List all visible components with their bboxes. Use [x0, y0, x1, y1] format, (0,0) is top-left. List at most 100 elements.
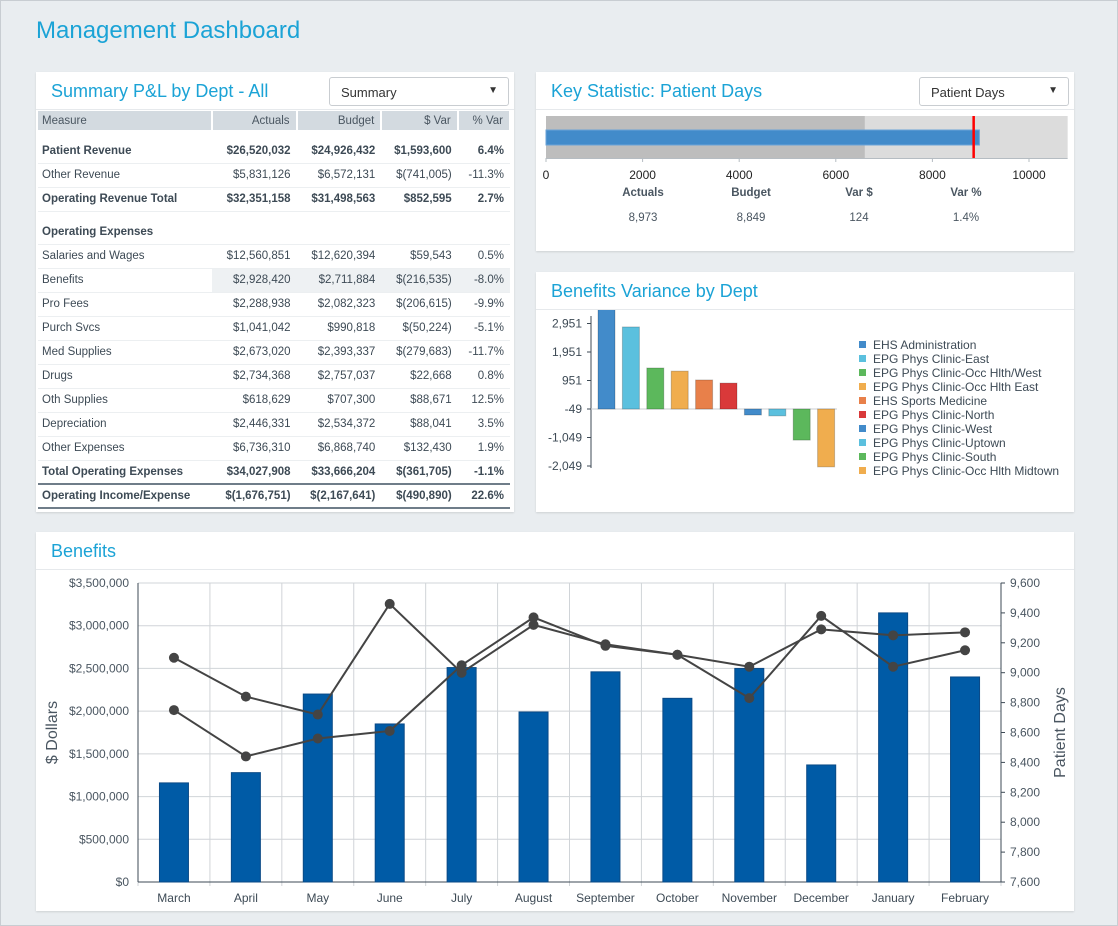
- bar-epg-phys-clinic-occ-hlth-west: [646, 367, 665, 410]
- column-header[interactable]: Budget: [296, 111, 383, 130]
- legend-swatch: [859, 355, 866, 362]
- column-header[interactable]: Actuals: [211, 111, 298, 130]
- cell-actuals: $2,446,331: [211, 412, 297, 437]
- line-series-2: [173, 616, 966, 758]
- cell-budget: $2,757,037: [296, 364, 382, 389]
- table-row[interactable]: Other Expenses $6,736,310 $6,868,740 $132,4…: [38, 436, 510, 461]
- keystat-dropdown-value: Patient Days: [931, 85, 1005, 100]
- table-row[interactable]: Patient Revenue $26,520,032 $24,926,432 $1,…: [38, 139, 510, 164]
- table-row[interactable]: Operating Income/Expense $(1,676,751) $(2,…: [38, 483, 510, 509]
- bar-may: [302, 693, 333, 883]
- x-tick-label: September: [576, 891, 635, 905]
- line-point: [960, 627, 971, 638]
- table-row[interactable]: Oth Supplies $618,629 $707,300 $88,671 12.5%: [38, 388, 510, 413]
- table-row[interactable]: Purch Svcs $1,041,042 $990,818 $(50,224) -5.…: [38, 316, 510, 341]
- y2-tick-label: 8,400: [1010, 755, 1040, 769]
- cell-dollar-var: $(50,224): [381, 316, 458, 341]
- bar-november: [734, 667, 765, 883]
- cell-actuals: $32,351,158: [211, 186, 297, 212]
- table-row[interactable]: Med Supplies $2,673,020 $2,393,337 $(279,68…: [38, 340, 510, 365]
- legend-swatch: [859, 397, 866, 404]
- cell-pct-var: -11.7%: [457, 340, 510, 365]
- cell-dollar-var: $132,430: [381, 436, 458, 461]
- y-tick-label: $2,000,000: [69, 704, 129, 718]
- column-header[interactable]: % Var: [457, 111, 512, 130]
- x-tick-label: October: [656, 891, 699, 905]
- keystat-dropdown[interactable]: Patient Days ▼: [919, 77, 1069, 106]
- x-tick-label: June: [377, 891, 403, 905]
- cell-pct-var: [457, 211, 510, 245]
- x-tick-label: March: [157, 891, 190, 905]
- stat-value: 124: [849, 212, 869, 224]
- table-row[interactable]: Total Operating Expenses $34,027,908 $33,6…: [38, 459, 510, 485]
- y-tick-label: 951: [562, 374, 582, 388]
- table-row[interactable]: Benefits $2,928,420 $2,711,884 $(216,535) -8…: [38, 268, 510, 293]
- line-point: [744, 693, 755, 704]
- cell-budget: $31,498,563: [296, 186, 382, 212]
- y-tick-label: $3,000,000: [69, 619, 129, 633]
- table-row[interactable]: Salaries and Wages $12,560,851 $12,620,394…: [38, 244, 510, 269]
- cell-dollar-var: $(279,683): [381, 340, 458, 365]
- cell-budget: $707,300: [296, 388, 382, 413]
- chevron-down-icon: ▼: [488, 85, 498, 96]
- legend-swatch: [859, 369, 866, 376]
- row-label: Operating Expenses: [38, 211, 212, 245]
- y-tick-label: 1,951: [552, 345, 582, 359]
- row-label: Salaries and Wages: [38, 244, 212, 269]
- legend-swatch: [859, 467, 866, 474]
- row-label: Patient Revenue: [38, 139, 212, 164]
- table-row[interactable]: Depreciation $2,446,331 $2,534,372 $88,041 3…: [38, 412, 510, 437]
- bar-epg-phys-clinic-north: [719, 382, 738, 410]
- cell-actuals: $2,734,368: [211, 364, 297, 389]
- y-tick-label: -1,049: [548, 431, 582, 445]
- pl-panel: Summary P&L by Dept - All Summary ▼ Measu…: [36, 72, 514, 512]
- y-tick-label: -49: [565, 402, 583, 416]
- cell-pct-var: 1.9%: [457, 436, 510, 461]
- table-row[interactable]: Operating Revenue Total $32,351,158 $31,49…: [38, 186, 510, 212]
- y2-tick-label: 9,400: [1010, 606, 1040, 620]
- axis-tick-label: 4000: [726, 168, 753, 182]
- y-tick-label: $500,000: [79, 832, 129, 846]
- row-label: Purch Svcs: [38, 316, 212, 341]
- y2-tick-label: 8,600: [1010, 726, 1040, 740]
- cell-budget: $33,666,204: [296, 459, 382, 485]
- table-row[interactable]: Other Revenue $5,831,126 $6,572,131 $(741,0…: [38, 163, 510, 188]
- bar-epg-phys-clinic-west: [743, 408, 762, 416]
- column-header[interactable]: Measure: [38, 111, 213, 130]
- cell-pct-var: -1.1%: [457, 459, 510, 485]
- y-tick-label: $3,500,000: [69, 576, 129, 590]
- cell-actuals: [211, 211, 297, 245]
- bullet-actual-bar: [545, 129, 980, 146]
- spacer: [38, 130, 510, 139]
- table-row[interactable]: Operating Expenses: [38, 211, 510, 245]
- cell-budget: $(2,167,641): [296, 483, 382, 509]
- stat-value: 1.4%: [953, 212, 979, 224]
- stat-label: Actuals: [622, 187, 664, 199]
- cell-actuals: $26,520,032: [211, 139, 297, 164]
- table-row[interactable]: Pro Fees $2,288,938 $2,082,323 $(206,615) -9…: [38, 292, 510, 317]
- cell-dollar-var: $(361,705): [381, 459, 458, 485]
- row-label: Other Revenue: [38, 163, 212, 188]
- cell-dollar-var: $(490,890): [381, 483, 458, 509]
- bullet-target-marker: [972, 116, 975, 158]
- bar-june: [374, 723, 405, 883]
- bar-epg-phys-clinic-east: [621, 326, 640, 410]
- cell-dollar-var: $59,543: [381, 244, 458, 269]
- legend-swatch: [859, 425, 866, 432]
- legend-item: EHS Administration: [873, 338, 976, 352]
- y2-tick-label: 8,000: [1010, 815, 1040, 829]
- cell-budget: $990,818: [296, 316, 382, 341]
- table-row[interactable]: Drugs $2,734,368 $2,757,037 $22,668 0.8%: [38, 364, 510, 389]
- cell-actuals: $6,736,310: [211, 436, 297, 461]
- pl-dropdown[interactable]: Summary ▼: [329, 77, 509, 106]
- line-point: [888, 661, 899, 672]
- line-point: [168, 652, 179, 663]
- x-tick-label: April: [234, 891, 258, 905]
- stat-label: Var $: [845, 187, 873, 199]
- y-tick-label: $2,500,000: [69, 661, 129, 675]
- chevron-down-icon: ▼: [1048, 85, 1058, 96]
- column-header[interactable]: $ Var: [381, 111, 459, 130]
- bar-epg-phys-clinic-south: [792, 408, 811, 441]
- cell-actuals: $(1,676,751): [211, 483, 297, 509]
